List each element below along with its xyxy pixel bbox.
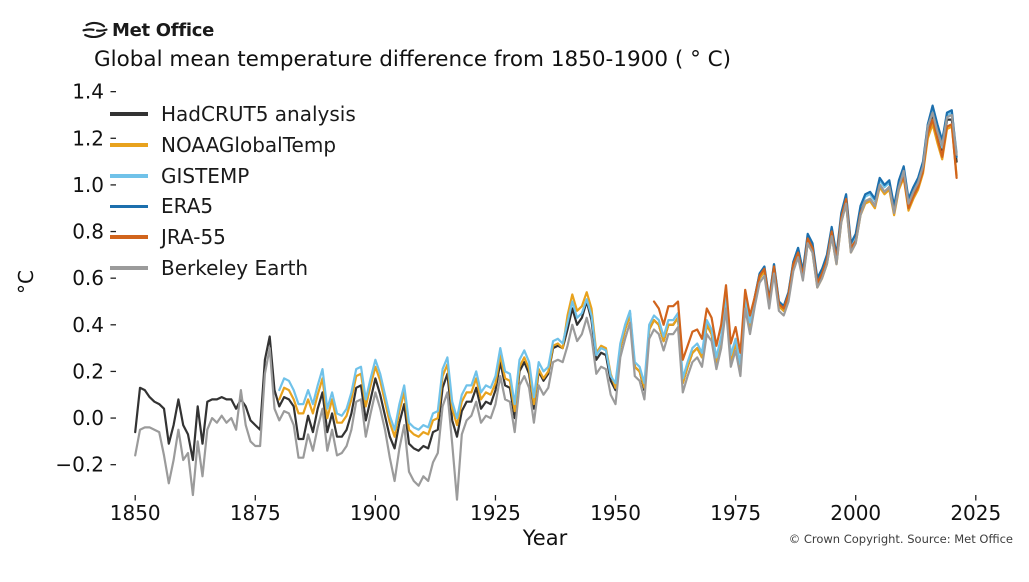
x-tick-label: 1875: [230, 501, 281, 525]
x-tick-label: 1900: [350, 501, 401, 525]
x-tick-label: 1975: [710, 501, 761, 525]
x-tick-label: 1950: [590, 501, 641, 525]
x-tick-label: 2000: [830, 501, 881, 525]
legend-label-noaaglobaltemp: NOAAGlobalTemp: [161, 133, 337, 158]
y-tick-label: 0.2: [72, 359, 104, 383]
legend: HadCRUT5 analysis NOAAGlobalTemp GISTEMP ER…: [110, 99, 356, 283]
legend-item-era5: ERA5: [110, 191, 356, 222]
y-tick-label: 0.8: [72, 220, 104, 244]
y-tick-label: 1.0: [72, 173, 104, 197]
legend-swatch-era5: [110, 204, 148, 209]
y-tick-label: 1.2: [72, 126, 104, 150]
legend-label-jra-55: JRA-55: [161, 225, 226, 250]
legend-label-era5: ERA5: [161, 194, 214, 219]
legend-item-jra-55: JRA-55: [110, 222, 356, 253]
chart-title: Global mean temperature difference from …: [94, 47, 732, 72]
y-tick-label: 0.0: [72, 406, 104, 430]
legend-item-hadcrut5-analysis: HadCRUT5 analysis: [110, 99, 356, 130]
y-tick-label: −0.2: [55, 453, 104, 477]
met-office-logo-text: Met Office: [112, 20, 215, 41]
x-tick-label: 2025: [950, 501, 1001, 525]
series-line-jra-55: [652, 118, 958, 361]
legend-label-berkeley-earth: Berkeley Earth: [161, 255, 309, 280]
y-tick-label: 1.4: [72, 80, 104, 104]
x-tick-label: 1925: [470, 501, 521, 525]
x-tick-label: 1850: [110, 501, 161, 525]
series-line-berkeley-earth: [134, 111, 958, 501]
legend-item-berkeley-earth: Berkeley Earth: [110, 252, 356, 283]
legend-swatch-berkeley-earth: [110, 265, 148, 270]
legend-swatch-jra-55: [110, 235, 148, 239]
legend-swatch-noaaglobaltemp: [110, 143, 148, 147]
met-office-logo: Met Office: [82, 20, 214, 41]
legend-swatch-hadcrut5-analysis: [110, 112, 148, 117]
legend-label-hadcrut5-analysis: HadCRUT5 analysis: [161, 102, 356, 127]
met-office-swirl-icon: [82, 21, 108, 38]
x-axis-label: Year: [522, 526, 568, 550]
copyright-note: © Crown Copyright. Source: Met Office: [788, 532, 1013, 546]
y-tick-label: 0.4: [72, 313, 104, 337]
legend-label-gistemp: GISTEMP: [161, 163, 250, 188]
y-tick-label: 0.6: [72, 266, 104, 290]
legend-item-gistemp: GISTEMP: [110, 160, 356, 191]
legend-item-noaaglobaltemp: NOAAGlobalTemp: [110, 130, 356, 161]
legend-swatch-gistemp: [110, 173, 148, 178]
